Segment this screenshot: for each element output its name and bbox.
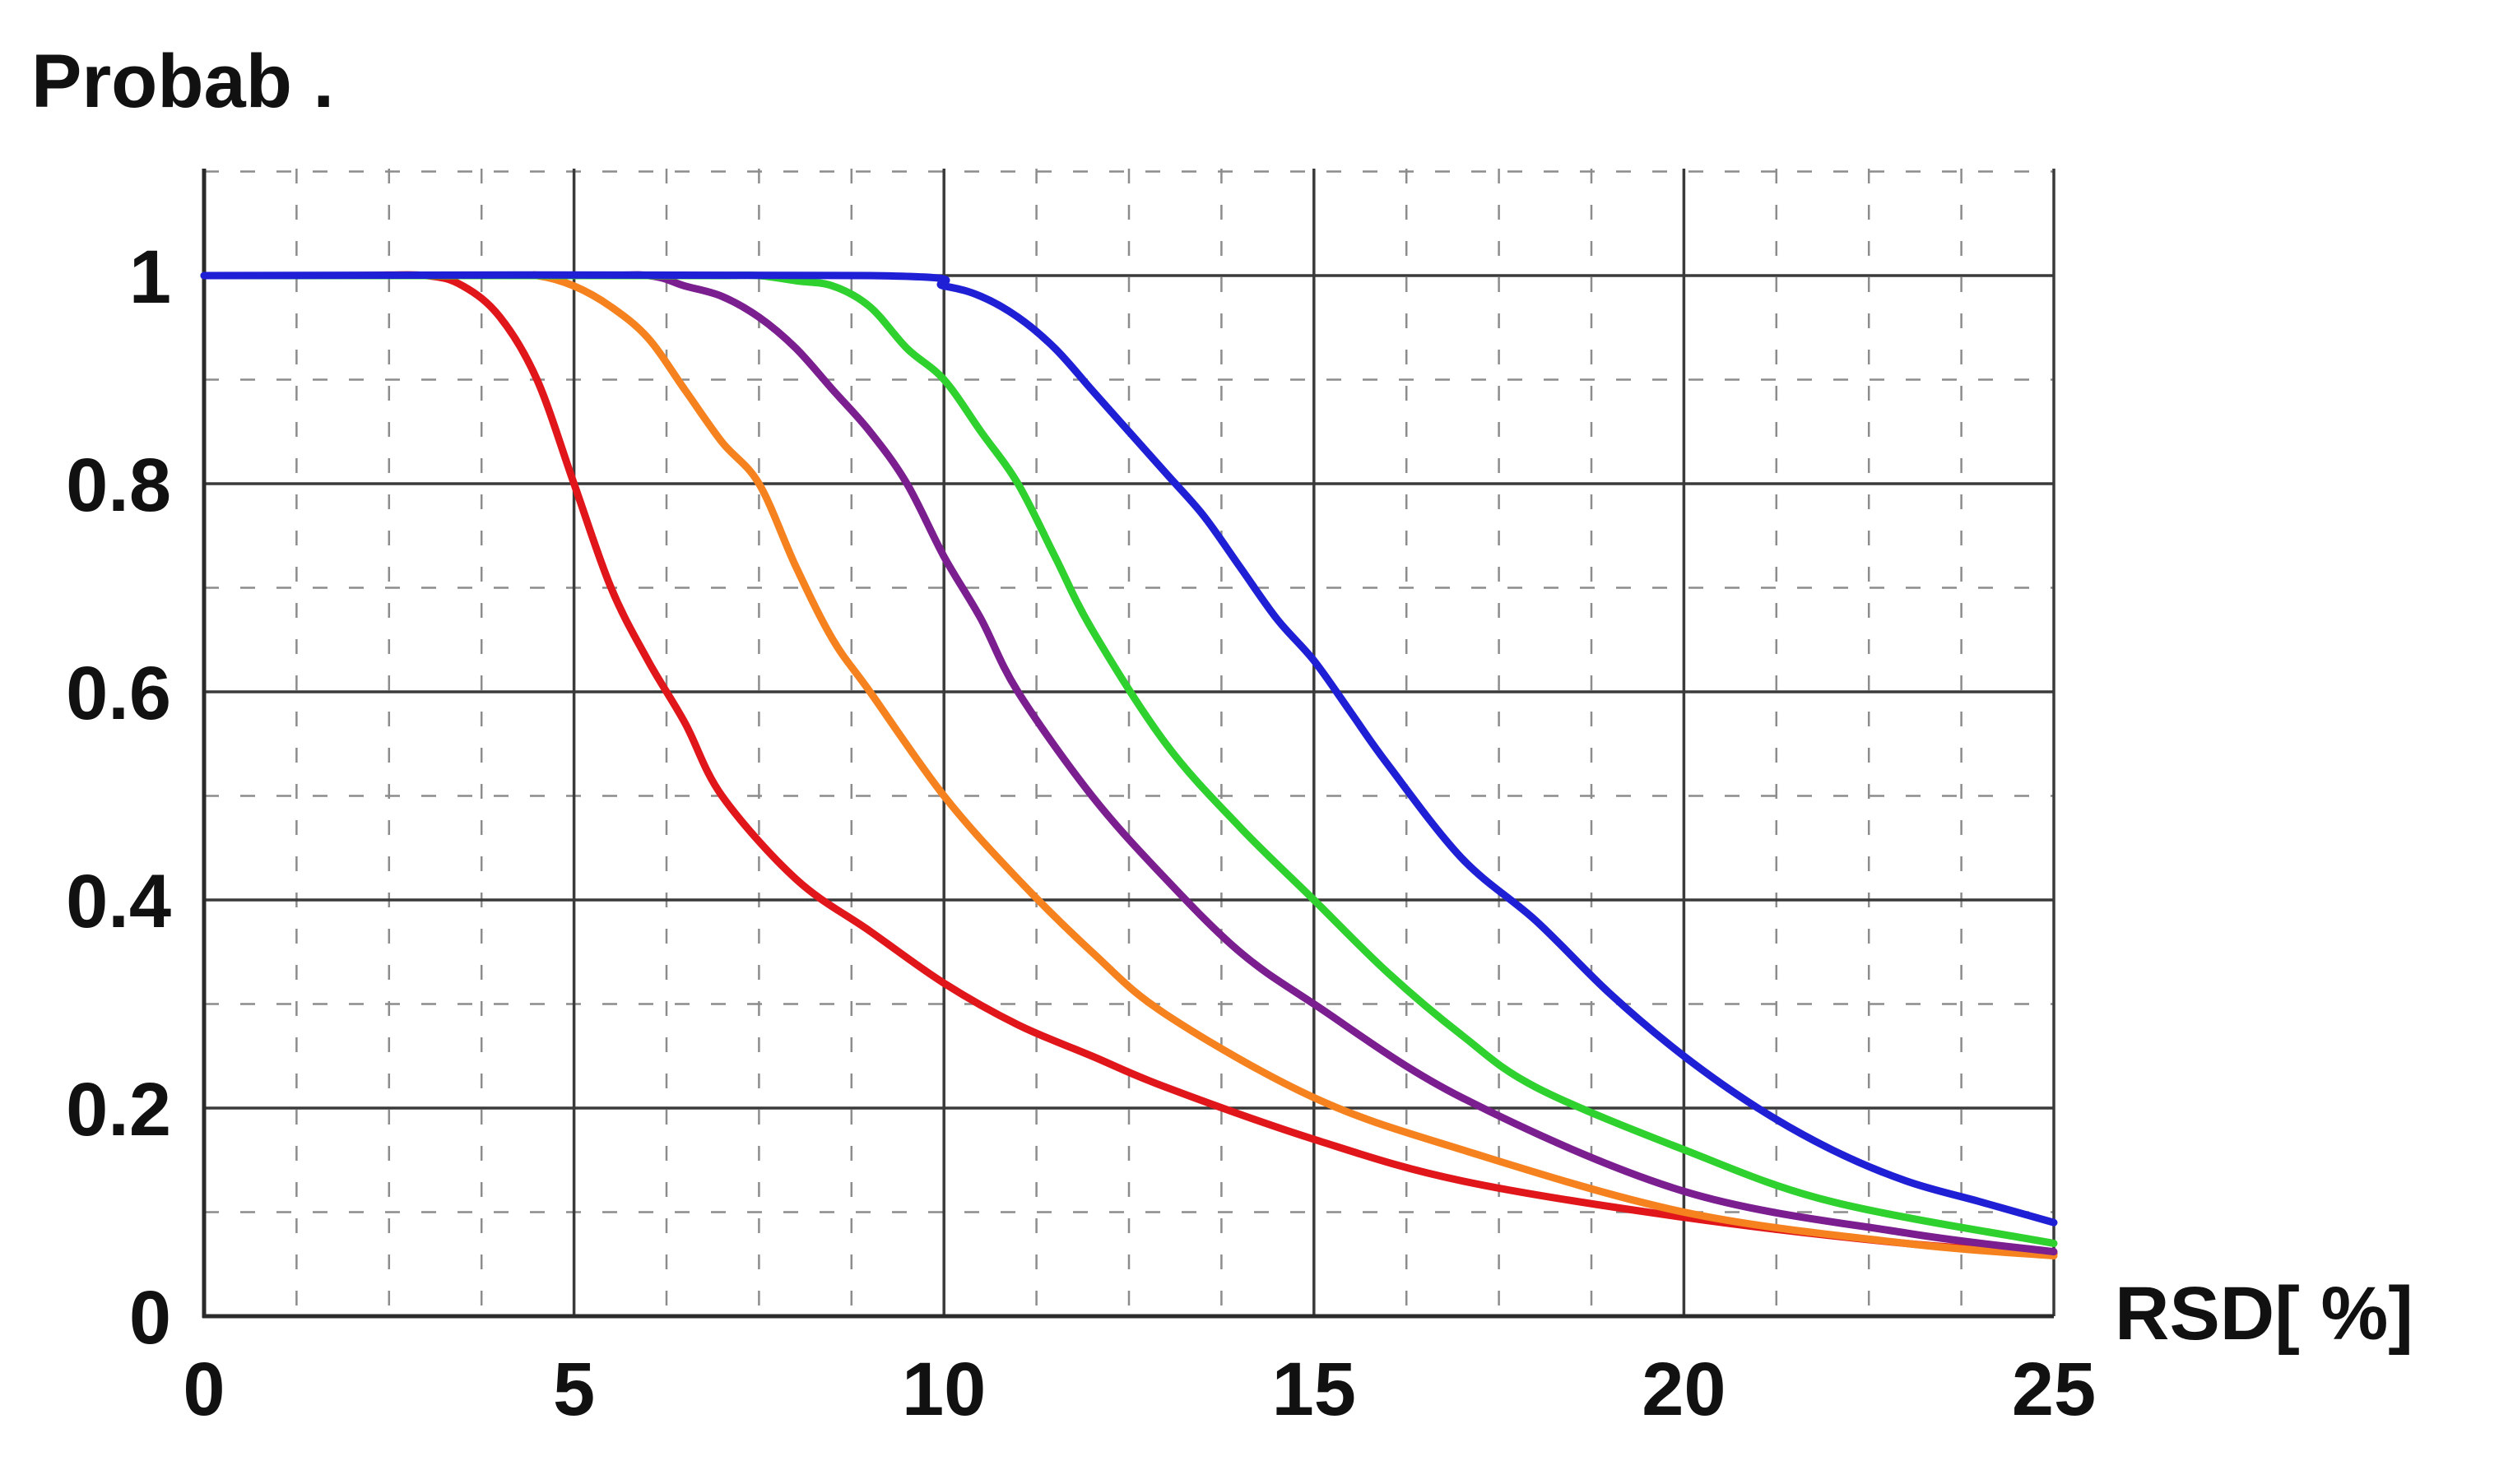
x-tick-labels: 0 5 10 15 20 25 (183, 1347, 2096, 1431)
y-tick-label: 1 (129, 235, 171, 319)
x-axis-label: RSD[ %] (2115, 1272, 2413, 1356)
axes (202, 169, 2054, 1319)
x-tick-label: 20 (1642, 1347, 1726, 1431)
series-line-1 (200, 271, 2058, 1258)
x-tick-label: 5 (553, 1347, 595, 1431)
series-line-3 (200, 271, 2058, 1256)
series-line-5 (200, 271, 2058, 1227)
x-tick-label: 0 (183, 1347, 225, 1431)
series-line-2 (200, 271, 2058, 1260)
y-tick-label: 0.8 (66, 443, 171, 527)
x-tick-label: 25 (2012, 1347, 2096, 1431)
y-tick-label: 0.4 (66, 860, 171, 944)
y-tick-label: 0.6 (66, 652, 171, 735)
x-tick-label: 15 (1272, 1347, 1356, 1431)
y-tick-labels: 0 0.2 0.4 0.6 0.8 1 (66, 235, 171, 1360)
y-tick-label: 0 (129, 1276, 171, 1360)
y-axis-label: Probab . (31, 39, 334, 123)
y-tick-label: 0.2 (66, 1068, 171, 1152)
x-tick-label: 10 (902, 1347, 986, 1431)
series-layer (200, 271, 2058, 1260)
